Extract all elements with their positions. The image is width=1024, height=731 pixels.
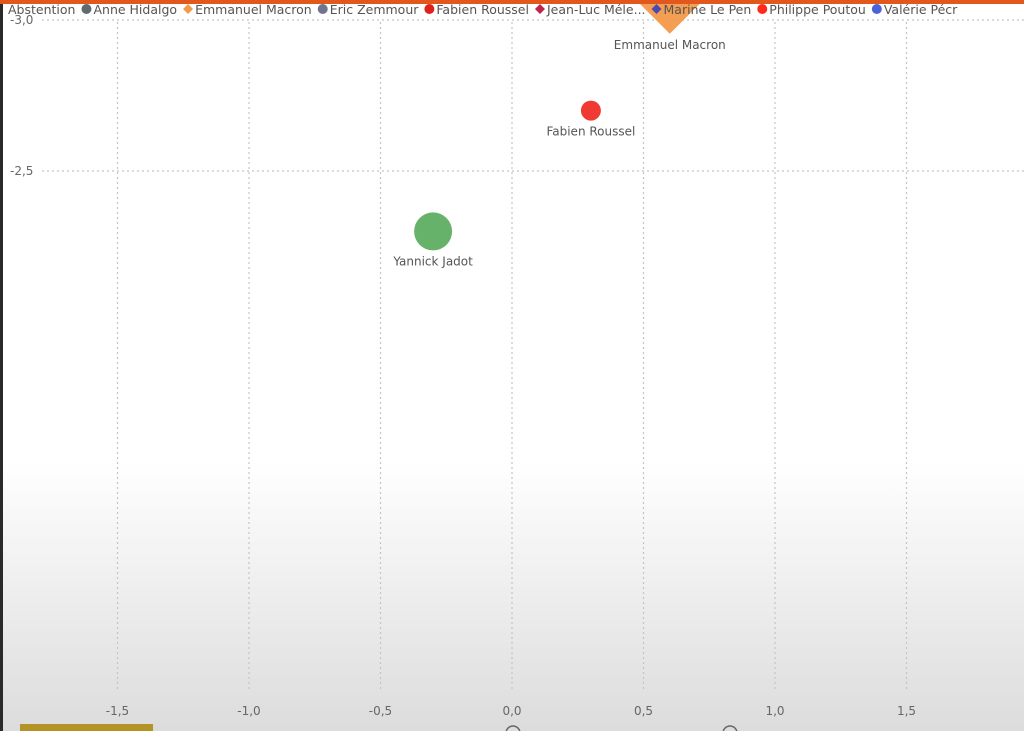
x-tick-label: -1,5 xyxy=(106,704,129,718)
legend-item[interactable]: Marine Le Pen xyxy=(651,2,752,17)
y-tick-label: -2,5 xyxy=(10,164,33,178)
legend-item[interactable]: Valérie Pécr xyxy=(871,2,958,17)
legend-label: Emmanuel Macron xyxy=(195,2,312,17)
data-label: Fabien Roussel xyxy=(546,125,635,139)
gridlines xyxy=(42,19,1024,690)
data-label: Yannick Jadot xyxy=(392,254,473,268)
legend-label: Valérie Pécr xyxy=(884,2,958,17)
x-tick-label: 0,0 xyxy=(502,704,521,718)
data-point-circle[interactable] xyxy=(580,100,601,121)
legend-marker xyxy=(183,4,194,14)
data-label: Emmanuel Macron xyxy=(614,38,726,52)
y-tick-label: -3,0 xyxy=(10,13,33,27)
legend-marker xyxy=(651,4,662,14)
data-point-circle[interactable] xyxy=(414,212,453,251)
legend-label: Marine Le Pen xyxy=(664,2,752,17)
x-tick-label: 1,0 xyxy=(765,704,784,718)
legend: Abstention Anne Hidalgo Emmanuel Macron Éri… xyxy=(8,2,958,17)
left-window-edge xyxy=(0,0,3,731)
x-tick-label: 1,5 xyxy=(897,704,916,718)
legend-marker xyxy=(317,4,328,14)
legend-label: Anne Hidalgo xyxy=(93,2,177,17)
legend-item[interactable]: Philippe Poutou xyxy=(757,2,866,17)
legend-label: Abstention xyxy=(8,2,75,17)
legend-item[interactable]: Éric Zemmour xyxy=(317,2,420,17)
axis-ticks: -1,5-1,0-0,50,00,51,01,5-2,5-3,0-3,5-4,0 xyxy=(10,13,916,718)
footer-tab xyxy=(20,724,153,731)
legend-label: Philippe Poutou xyxy=(769,2,866,17)
legend-marker xyxy=(81,4,92,14)
legend-label: Jean-Luc Méle... xyxy=(546,2,646,17)
legend-item[interactable]: Abstention xyxy=(8,2,75,17)
legend-item[interactable]: Fabien Roussel xyxy=(424,2,529,17)
legend-item[interactable]: Emmanuel Macron xyxy=(183,2,312,17)
scroll-indicator-icon[interactable] xyxy=(722,725,738,731)
legend-label: Éric Zemmour xyxy=(330,2,420,17)
legend-label: Fabien Roussel xyxy=(436,2,529,17)
x-tick-label: -0,5 xyxy=(369,704,392,718)
legend-marker xyxy=(534,4,545,14)
x-tick-label: -1,0 xyxy=(237,704,260,718)
legend-marker xyxy=(757,4,768,14)
legend-marker xyxy=(871,4,882,14)
legend-item[interactable]: Jean-Luc Méle... xyxy=(534,2,646,17)
scroll-indicator-icon[interactable] xyxy=(505,725,521,731)
legend-marker xyxy=(424,4,435,14)
top-color-strip xyxy=(0,0,1024,4)
legend-item[interactable]: Anne Hidalgo xyxy=(81,2,177,17)
x-tick-label: 0,5 xyxy=(634,704,653,718)
